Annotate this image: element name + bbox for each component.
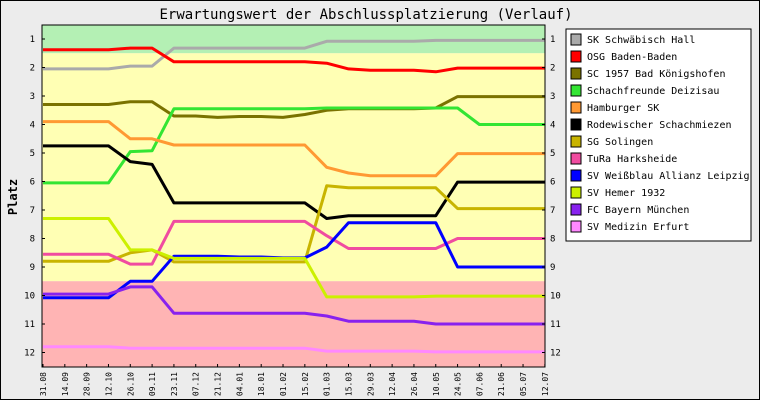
y-tick-label: 2 bbox=[30, 64, 35, 74]
x-tick-label: 31.08 bbox=[39, 372, 48, 396]
y-tick-label: 11 bbox=[24, 320, 35, 330]
legend-swatch bbox=[570, 135, 582, 148]
x-tick-label: 12.04 bbox=[388, 372, 397, 396]
series-line-10 bbox=[43, 285, 545, 326]
y-tick-label: 4 bbox=[30, 121, 35, 131]
x-tick-label: 15.03 bbox=[344, 372, 353, 396]
legend-label: SC 1957 Bad Königshofen bbox=[587, 69, 725, 80]
legend-swatch bbox=[570, 50, 582, 63]
series-line-11 bbox=[43, 345, 545, 354]
y-tick-label: 9 bbox=[30, 263, 35, 273]
y-tick-label: 1 bbox=[550, 35, 555, 45]
legend-label: TuRa Harksheide bbox=[587, 154, 677, 165]
series-lines bbox=[43, 38, 545, 354]
x-tick-label: 26.04 bbox=[410, 372, 419, 396]
x-tick-label: 21.06 bbox=[497, 372, 506, 396]
y-tick-label: 2 bbox=[550, 64, 555, 74]
legend-label: SK Schwäbisch Hall bbox=[587, 35, 695, 46]
legend-label: Schachfreunde Deizisau bbox=[587, 86, 719, 97]
x-ticks: 31.08 14.09 28.09 12.10 26.10 09.11 23.11 07.12… bbox=[39, 364, 550, 396]
y-tick-label: 12 bbox=[24, 349, 35, 359]
x-tick-label: 23.11 bbox=[170, 372, 179, 396]
y-tick-label: 10 bbox=[24, 292, 35, 302]
x-tick-label: 14.09 bbox=[61, 372, 70, 396]
x-tick-label: 09.11 bbox=[148, 372, 157, 396]
legend-swatch bbox=[570, 203, 582, 216]
legend-swatch bbox=[570, 84, 582, 97]
plot-border bbox=[41, 24, 546, 368]
x-tick-label: 10.05 bbox=[432, 372, 441, 396]
legend-label: SV Hemer 1932 bbox=[587, 188, 665, 199]
series-line-0 bbox=[43, 38, 545, 71]
x-tick-label: 28.09 bbox=[83, 372, 92, 396]
zone-band-1 bbox=[42, 53, 545, 282]
series-line-1 bbox=[43, 46, 545, 74]
legend-label: OSG Baden-Baden bbox=[587, 52, 677, 63]
y-tick-label: 5 bbox=[550, 149, 555, 159]
x-tick-label: 15.02 bbox=[301, 372, 310, 396]
y-tick-label: 11 bbox=[550, 320, 561, 330]
legend-label: SV Weißblau Allianz Leipzig bbox=[587, 171, 750, 182]
x-tick-label: 12.10 bbox=[104, 372, 113, 396]
x-tick-label: 07.06 bbox=[475, 372, 484, 396]
y-tick-label: 5 bbox=[30, 149, 35, 159]
legend-swatch bbox=[570, 118, 582, 131]
legend-label: Hamburger SK bbox=[587, 103, 659, 114]
legend-label: SG Solingen bbox=[587, 137, 653, 148]
x-tick-label: 21.12 bbox=[214, 372, 223, 396]
zone-bands bbox=[42, 25, 545, 367]
series-line-2 bbox=[43, 95, 545, 119]
x-tick-label: 01.03 bbox=[323, 372, 332, 396]
legend-swatch bbox=[570, 33, 582, 46]
y-tick-label: 7 bbox=[550, 206, 555, 216]
legend-label: Rodewischer Schachmiezen bbox=[587, 120, 732, 131]
x-tick-label: 26.10 bbox=[126, 372, 135, 396]
x-tick-label: 29.03 bbox=[366, 372, 375, 396]
legend-label: SV Medizin Erfurt bbox=[587, 222, 689, 233]
x-tick-label: 04.01 bbox=[235, 372, 244, 396]
legend-swatch bbox=[570, 186, 582, 199]
legend-box bbox=[565, 28, 752, 242]
legend: SK Schwäbisch Hall OSG Baden-Baden SC 1957… bbox=[565, 28, 752, 242]
series-line-7 bbox=[43, 219, 545, 266]
y-tick-label: 1 bbox=[30, 35, 35, 45]
series-line-6 bbox=[43, 184, 545, 264]
x-tick-label: 01.02 bbox=[279, 372, 288, 396]
series-line-4 bbox=[43, 120, 545, 178]
series-line-3 bbox=[43, 106, 545, 185]
y-tick-label: 10 bbox=[550, 292, 561, 302]
x-tick-label: 24.05 bbox=[454, 372, 463, 396]
y-tick-label: 3 bbox=[30, 92, 35, 102]
y-tick-label: 3 bbox=[550, 92, 555, 102]
legend-label: FC Bayern München bbox=[587, 205, 689, 216]
legend-swatch bbox=[570, 220, 582, 233]
x-tick-label: 07.12 bbox=[192, 372, 201, 396]
legend-swatch bbox=[570, 101, 582, 114]
chart-title: Erwartungswert der Abschlussplatzierung … bbox=[159, 7, 572, 23]
y-axis-label: Platz bbox=[6, 179, 20, 215]
legend-swatch bbox=[570, 152, 582, 165]
x-tick-label: 18.01 bbox=[257, 372, 266, 396]
series-line-9 bbox=[43, 217, 545, 299]
y-tick-label: 8 bbox=[30, 235, 35, 245]
x-tick-label: 05.07 bbox=[519, 372, 528, 396]
y-tick-label: 7 bbox=[30, 206, 35, 216]
y-tick-label: 12 bbox=[550, 349, 561, 359]
y-tick-label: 9 bbox=[550, 263, 555, 273]
series-line-5 bbox=[43, 144, 545, 220]
y-tick-label: 6 bbox=[550, 178, 555, 188]
y-tick-label: 6 bbox=[30, 178, 35, 188]
legend-swatch bbox=[570, 67, 582, 80]
legend-swatch bbox=[570, 169, 582, 182]
y-tick-label: 4 bbox=[550, 121, 555, 131]
y-tick-label: 8 bbox=[550, 235, 555, 245]
x-tick-label: 12.07 bbox=[541, 372, 550, 396]
